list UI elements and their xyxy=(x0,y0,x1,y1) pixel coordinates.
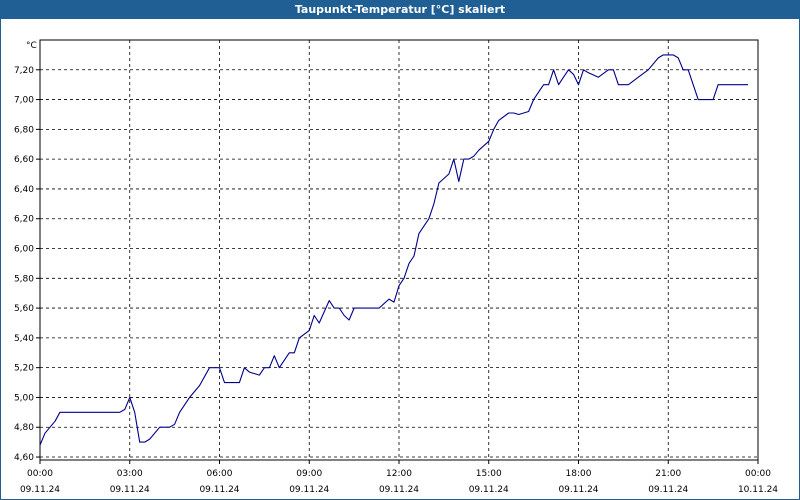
x-tick-date: 09.11.24 xyxy=(469,485,509,495)
x-tick-date: 09.11.24 xyxy=(20,485,60,495)
x-tick-time: 12:00 xyxy=(386,469,412,479)
chart-title: Taupunkt-Temperatur [°C] skaliert xyxy=(1,1,799,19)
y-tick-label: 6,60 xyxy=(14,155,34,165)
x-tick-date: 09.11.24 xyxy=(648,485,688,495)
x-tick-time: 03:00 xyxy=(117,469,143,479)
x-tick-time: 18:00 xyxy=(566,469,592,479)
y-tick-label: 7,20 xyxy=(14,66,34,76)
y-axis-unit: °C xyxy=(26,41,37,51)
x-tick-date: 10.11.24 xyxy=(738,485,778,495)
series-line xyxy=(39,54,748,446)
y-tick-label: 5,80 xyxy=(14,274,34,284)
y-tick-label: 6,00 xyxy=(14,245,34,255)
y-tick-label: 5,20 xyxy=(14,364,34,374)
y-tick-label: 7,00 xyxy=(14,96,34,106)
x-tick-time: 00:00 xyxy=(27,469,53,479)
y-tick-label: 5,00 xyxy=(14,393,34,403)
y-tick-label: 6,20 xyxy=(14,215,34,225)
x-tick-time: 15:00 xyxy=(476,469,502,479)
y-tick-label: 4,80 xyxy=(14,423,34,433)
y-tick-label: 6,40 xyxy=(14,185,34,195)
y-tick-label: 5,40 xyxy=(14,334,34,344)
x-tick-time: 09:00 xyxy=(296,469,322,479)
x-tick-date: 09.11.24 xyxy=(558,485,598,495)
x-tick-date: 09.11.24 xyxy=(289,485,329,495)
x-tick-time: 21:00 xyxy=(655,469,681,479)
y-tick-label: 4,60 xyxy=(14,453,34,463)
y-tick-label: 6,80 xyxy=(14,125,34,135)
x-tick-time: 06:00 xyxy=(207,469,233,479)
x-tick-date: 09.11.24 xyxy=(110,485,150,495)
x-tick-date: 09.11.24 xyxy=(199,485,239,495)
y-tick-label: 5,60 xyxy=(14,304,34,314)
x-tick-time: 00:00 xyxy=(745,469,771,479)
x-tick-date: 09.11.24 xyxy=(379,485,419,495)
